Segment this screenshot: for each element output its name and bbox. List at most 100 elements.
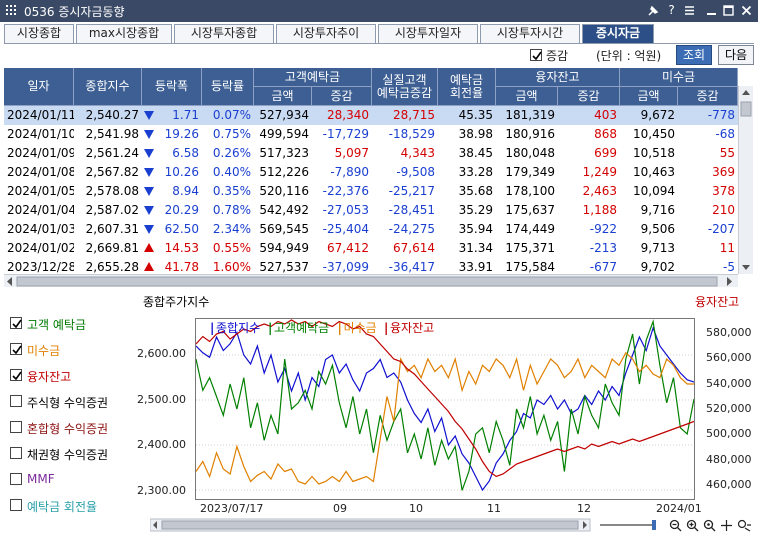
cell-unp_d: -778 — [678, 106, 738, 125]
series-toggle[interactable]: MMF — [10, 472, 140, 488]
cell-change: 20.29 — [142, 201, 202, 220]
tab-market-funds[interactable]: 증시자금 — [582, 24, 654, 44]
header-date[interactable]: 일자 — [4, 68, 74, 106]
series-toggle[interactable]: 고객 예탁금 — [10, 316, 140, 332]
cell-unp_d: -68 — [678, 125, 738, 144]
cell-dep_d: -37,099 — [312, 258, 372, 274]
cell-value: 175,584 — [505, 260, 555, 274]
header-deposit: 고객예탁금 — [254, 68, 372, 87]
up-arrow-icon — [144, 262, 154, 271]
header-unpaid-delta[interactable]: 증감 — [678, 87, 738, 106]
series-toggle[interactable]: 융자잔고 — [10, 368, 140, 384]
series-line-0 — [195, 326, 695, 492]
cell-index: 2,655.28 — [74, 258, 142, 274]
header-turnover[interactable]: 예탁금 회전율 — [438, 68, 496, 106]
settings-icon[interactable] — [682, 3, 697, 18]
cell-value: 542,492 — [259, 203, 309, 217]
series-toggle[interactable]: 주식형 수익증권 — [10, 394, 140, 410]
help-icon[interactable]: ? — [668, 3, 675, 17]
cell-value: 4,343 — [400, 146, 435, 160]
up-arrow-icon — [144, 243, 154, 252]
zoom-reset-icon[interactable] — [703, 519, 716, 532]
header-deposit-delta[interactable]: 증감 — [312, 87, 372, 106]
chart-settings-icon[interactable] — [737, 519, 752, 532]
header-credit-amount[interactable]: 금액 — [496, 87, 558, 106]
tab-market-investor-trend[interactable]: 시장투자추이 — [276, 24, 376, 43]
table-horizontal-scrollbar[interactable] — [4, 274, 738, 287]
cell-value: 2,561.24 — [85, 146, 139, 160]
cell-cred: 175,371 — [496, 239, 558, 258]
table-row[interactable]: 2024/01/09 2,561.24 6.58 0.26% 517,323 5,097 4… — [4, 144, 738, 163]
cell-value: 210 — [712, 203, 735, 217]
zoom-in-icon[interactable] — [686, 519, 699, 532]
title-bar: 0536 증시자금동향 ? — [0, 0, 758, 22]
cell-turn: 35.94 — [438, 220, 496, 239]
series-line-3 — [195, 319, 695, 478]
cell-real_d: 28,715 — [372, 106, 438, 125]
series-toggle[interactable]: 예탁금 회전율 — [10, 498, 140, 514]
header-rate[interactable]: 등락률 — [202, 68, 254, 106]
tab-market-investor-summary[interactable]: 시장투자종합 — [174, 24, 274, 43]
series-toggle[interactable]: 미수금 — [10, 342, 140, 358]
crosshair-icon[interactable] — [720, 519, 733, 532]
table-row[interactable]: 2024/01/08 2,567.82 10.26 0.40% 512,226 -7,89… — [4, 163, 738, 182]
series-checkbox[interactable] — [10, 473, 22, 485]
series-checkbox[interactable] — [10, 317, 22, 329]
cell-dep: 520,116 — [254, 182, 312, 201]
series-toggle-label: 예탁금 회전율 — [27, 500, 98, 514]
maximize-icon[interactable] — [721, 3, 736, 18]
legend-bullet: | — [268, 321, 272, 335]
series-toggle[interactable]: 채권형 수익증권 — [10, 446, 140, 462]
table-row[interactable]: 2024/01/05 2,578.08 8.94 0.35% 520,116 -22,37… — [4, 182, 738, 201]
series-checkbox[interactable] — [10, 343, 22, 355]
cell-real_d: -36,417 — [372, 258, 438, 274]
table-row[interactable]: 2024/01/04 2,587.02 20.29 0.78% 542,492 -27,0… — [4, 201, 738, 220]
tab-market-investor-time[interactable]: 시장투자시간 — [480, 24, 580, 43]
header-deposit-amount[interactable]: 금액 — [254, 87, 312, 106]
table-row[interactable]: 2023/12/28 2,655.28 41.78 1.60% 527,537 -37,0… — [4, 258, 738, 274]
chart-plot-area[interactable]: | 종합지수 | 고객예탁금 | 미수금 | 융자잔고 — [195, 318, 695, 500]
cell-cred: 178,100 — [496, 182, 558, 201]
delta-checkbox[interactable] — [530, 49, 542, 61]
cell-turn: 33.28 — [438, 163, 496, 182]
header-index[interactable]: 종합지수 — [74, 68, 142, 106]
series-checkbox[interactable] — [10, 421, 22, 433]
pin-icon[interactable] — [646, 3, 661, 18]
cell-cred: 180,916 — [496, 125, 558, 144]
cell-value: 1.71 — [172, 108, 199, 122]
table-row[interactable]: 2024/01/10 2,541.98 19.26 0.75% 499,594 -17,7… — [4, 125, 738, 144]
tab-market-investor-daily[interactable]: 시장투자일자 — [378, 24, 478, 43]
table-row[interactable]: 2024/01/03 2,607.31 62.50 2.34% 569,545 -25,4… — [4, 220, 738, 239]
cell-value: 28,340 — [327, 108, 369, 122]
legend-bullet: | — [210, 321, 214, 335]
cell-dep_d: 5,097 — [312, 144, 372, 163]
minimize-icon[interactable] — [704, 3, 719, 18]
cell-dep: 512,226 — [254, 163, 312, 182]
tab-market-summary[interactable]: 시장종합 — [4, 24, 74, 43]
next-button[interactable]: 다음 — [718, 45, 754, 65]
header-credit-delta[interactable]: 증감 — [558, 87, 620, 106]
header-unpaid-amount[interactable]: 금액 — [620, 87, 678, 106]
header-real-deposit[interactable]: 실질고객 예탁금증감 — [372, 68, 438, 106]
cell-value: 2,607.31 — [85, 222, 139, 236]
cell-rate: 0.78% — [202, 201, 254, 220]
close-icon[interactable] — [739, 3, 754, 18]
table-row[interactable]: 2024/01/11 2,540.27 1.71 0.07% 527,934 28,340… — [4, 106, 738, 125]
cell-value: 2,587.02 — [85, 203, 139, 217]
cell-value: 181,319 — [505, 108, 555, 122]
table-vertical-scrollbar[interactable] — [738, 86, 753, 274]
query-button[interactable]: 조회 — [676, 45, 712, 65]
tab-max-market-summary[interactable]: max시장종합 — [76, 24, 172, 43]
cell-unp: 10,463 — [620, 163, 678, 182]
series-toggle[interactable]: 혼합형 수익증권 — [10, 420, 140, 436]
series-checkbox[interactable] — [10, 395, 22, 407]
series-checkbox[interactable] — [10, 447, 22, 459]
table-row[interactable]: 2024/01/02 2,669.81 14.53 0.55% 594,949 67,41… — [4, 239, 738, 258]
header-change[interactable]: 등락폭 — [142, 68, 202, 106]
series-checkbox[interactable] — [10, 499, 22, 511]
cell-value: -18,529 — [388, 127, 435, 141]
series-checkbox[interactable] — [10, 369, 22, 381]
cell-rate: 0.75% — [202, 125, 254, 144]
zoom-out-icon[interactable] — [669, 519, 682, 532]
menu-grid-icon[interactable] — [6, 5, 18, 17]
